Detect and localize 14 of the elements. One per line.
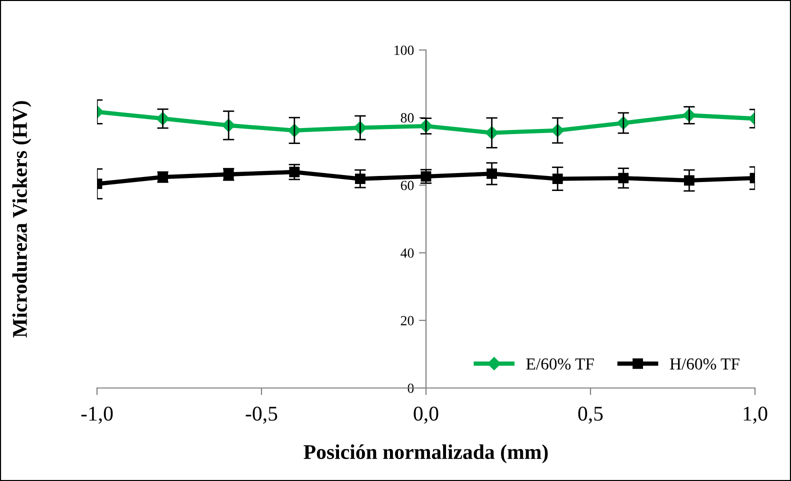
x-tick-label: 0,0 [414,406,438,424]
y-tick-label: 80 [400,113,414,123]
x-tick-label: -1,0 [81,406,113,424]
y-tick-label: 40 [400,248,414,258]
y-tick-label: 60 [400,180,414,190]
legend-label: E/60% TF [526,358,594,370]
y-tick-label: 100 [394,46,414,55]
x-tick-label: 1,0 [744,406,768,424]
x-axis-title: Posición normalizada (mm) [304,444,548,464]
y-tick-label: 20 [400,316,414,326]
y-axis-title: Microdureza Vickers (HV) [12,101,32,338]
x-tick-label: -0,5 [246,406,278,424]
legend-label: H/60% TF [670,358,740,370]
x-tick-label: 0,5 [578,406,603,424]
